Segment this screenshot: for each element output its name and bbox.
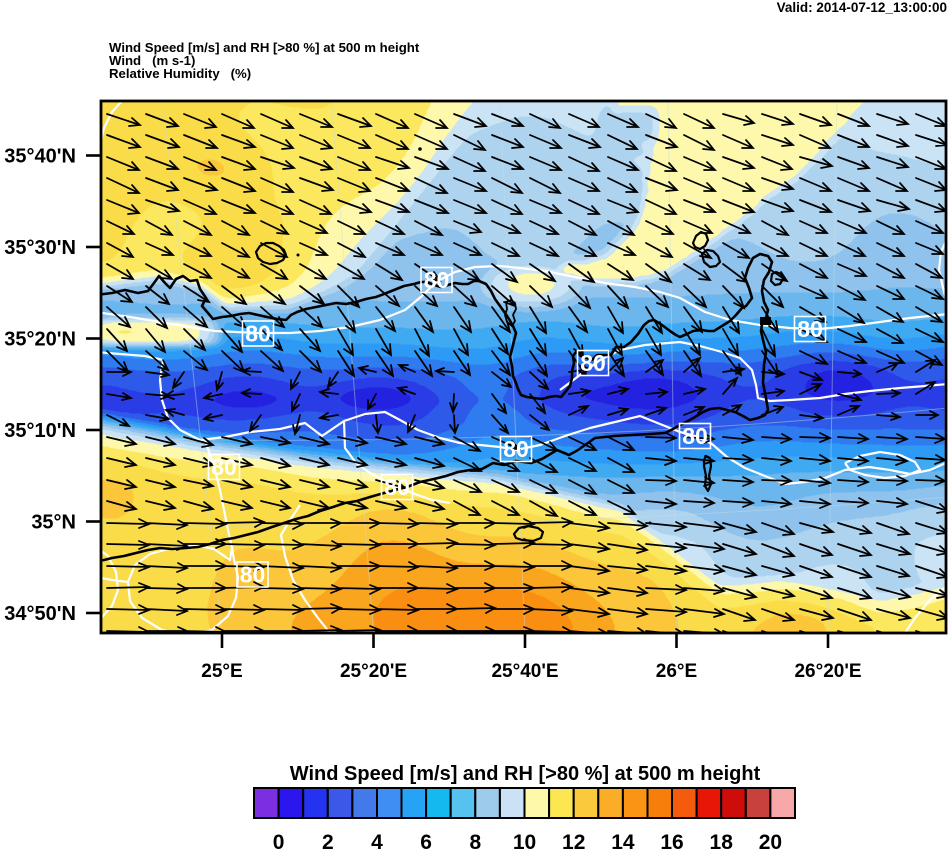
svg-text:Relative Humidity (%): Relative Humidity (%) [109, 66, 251, 81]
svg-text:35°40'N: 35°40'N [4, 146, 76, 168]
svg-text:34°50'N: 34°50'N [4, 603, 76, 625]
svg-text:10: 10 [513, 831, 536, 854]
svg-text:35°30'N: 35°30'N [4, 237, 76, 259]
svg-text:26°E: 26°E [656, 661, 697, 682]
svg-text:80: 80 [503, 436, 529, 462]
svg-text:Wind Speed [m/s] and RH [>80 %: Wind Speed [m/s] and RH [>80 %] at 500 m… [109, 40, 420, 55]
svg-text:16: 16 [660, 831, 683, 854]
svg-text:25°E: 25°E [201, 661, 242, 682]
svg-text:8: 8 [469, 831, 481, 854]
svg-text:0: 0 [273, 831, 285, 854]
svg-text:26°20'E: 26°20'E [794, 661, 861, 682]
svg-text:12: 12 [562, 831, 585, 854]
svg-text:Valid: 2014-07-12_13:00:00: Valid: 2014-07-12_13:00:00 [777, 0, 947, 15]
svg-text:Wind Speed [m/s] and RH [>80 %: Wind Speed [m/s] and RH [>80 %] at 500 m… [290, 763, 761, 785]
svg-text:80: 80 [797, 316, 823, 342]
svg-text:35°N: 35°N [31, 512, 76, 534]
svg-text:80: 80 [245, 321, 271, 347]
svg-text:35°10'N: 35°10'N [4, 420, 76, 442]
svg-text:4: 4 [371, 831, 383, 854]
svg-text:25°40'E: 25°40'E [491, 661, 558, 682]
svg-text:18: 18 [710, 831, 734, 854]
svg-text:20: 20 [759, 831, 782, 854]
svg-text:Wind (m s-1): Wind (m s-1) [109, 53, 195, 68]
svg-text:80: 80 [384, 474, 410, 500]
svg-text:6: 6 [420, 831, 432, 854]
svg-text:80: 80 [240, 562, 266, 588]
svg-text:35°20'N: 35°20'N [4, 329, 76, 351]
svg-text:80: 80 [580, 350, 606, 376]
svg-text:25°20'E: 25°20'E [340, 661, 407, 682]
svg-text:2: 2 [322, 831, 334, 854]
svg-text:14: 14 [611, 831, 635, 854]
svg-text:80: 80 [424, 267, 450, 293]
svg-text:80: 80 [211, 454, 237, 480]
svg-text:80: 80 [682, 423, 708, 449]
